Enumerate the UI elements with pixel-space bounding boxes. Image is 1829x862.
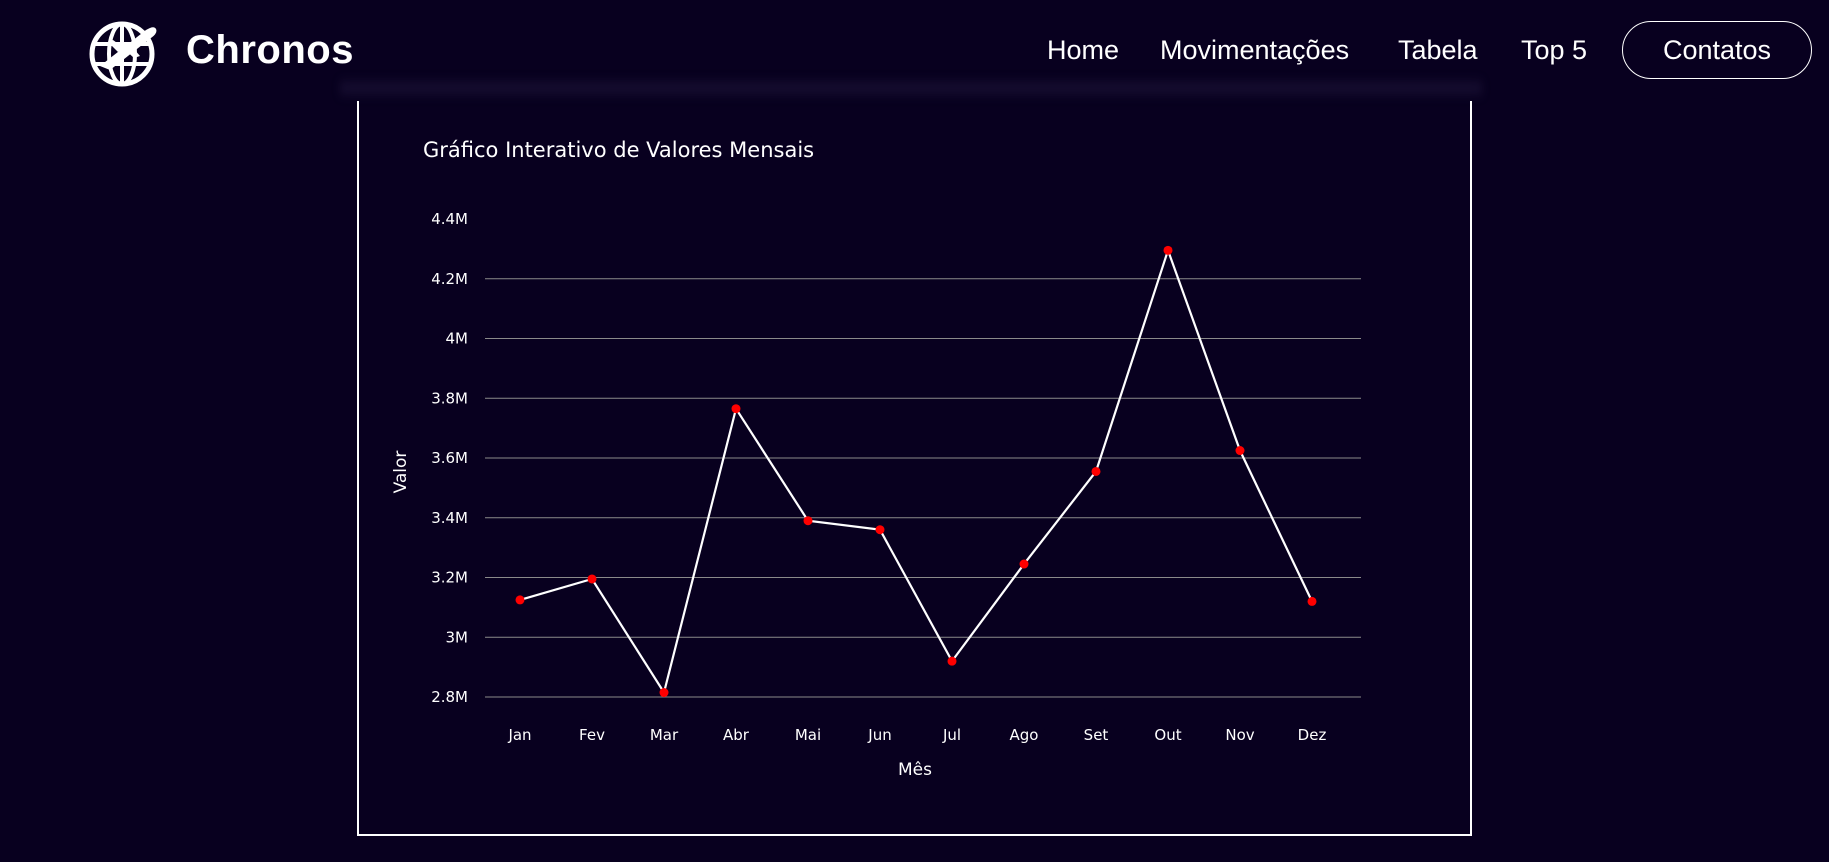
contact-button[interactable]: Contatos	[1622, 21, 1812, 79]
data-point-dez[interactable]	[1307, 596, 1317, 606]
data-point-nov[interactable]	[1235, 446, 1245, 456]
data-point-out[interactable]	[1163, 245, 1173, 255]
y-tick-label: 2.8M	[431, 688, 468, 706]
x-tick-label: Mar	[650, 726, 679, 744]
chart-title: Gráfico Interativo de Valores Mensais	[423, 138, 815, 162]
data-point-abr[interactable]	[731, 404, 741, 414]
y-tick-labels: 2.8M 3M 3.2M 3.4M 3.6M 3.8M 4M 4.2M 4.4M	[431, 210, 468, 706]
data-point-jan[interactable]	[515, 595, 525, 605]
y-tick-label: 4.4M	[431, 210, 468, 228]
data-point-mai[interactable]	[803, 516, 813, 526]
y-tick-label: 3.6M	[431, 449, 468, 467]
series-line	[519, 246, 1313, 696]
data-point-jul[interactable]	[947, 656, 957, 666]
x-tick-labels: Jan Fev Mar Abr Mai Jun Jul Ago Set Out Nov Dez	[507, 726, 1326, 744]
nav-movimentacoes[interactable]: Movimentações	[1160, 35, 1350, 65]
nav-tabela[interactable]: Tabela	[1398, 35, 1478, 65]
navbar: Chronos Home Movimentações Tabela Top 5 …	[0, 0, 1829, 102]
data-points	[515, 245, 1317, 698]
data-point-jun[interactable]	[875, 525, 885, 535]
x-axis-title: Mês	[898, 760, 932, 780]
data-point-ago[interactable]	[1019, 559, 1029, 569]
y-tick-label: 4.2M	[431, 270, 468, 288]
chart-panel	[357, 101, 1472, 836]
globe-plane-icon[interactable]	[88, 16, 160, 88]
data-point-mar[interactable]	[659, 688, 669, 698]
grid-lines	[485, 278, 1361, 698]
x-tick-label: Nov	[1225, 726, 1254, 744]
brand-name[interactable]: Chronos	[186, 28, 354, 72]
nav-top5[interactable]: Top 5	[1521, 35, 1588, 65]
y-tick-label: 3.4M	[431, 509, 468, 527]
y-tick-label: 3M	[446, 628, 469, 646]
x-tick-label: Fev	[579, 726, 605, 744]
y-tick-label: 4M	[446, 330, 469, 348]
data-point-set[interactable]	[1091, 466, 1101, 476]
x-tick-label: Out	[1154, 726, 1181, 744]
x-tick-label: Jul	[942, 726, 961, 744]
x-tick-label: Mai	[795, 726, 821, 744]
x-tick-label: Abr	[723, 726, 750, 744]
y-tick-label: 3.2M	[431, 569, 468, 587]
y-axis-title: Valor	[391, 451, 411, 494]
y-tick-label: 3.8M	[431, 389, 468, 407]
nav-home[interactable]: Home	[1047, 35, 1120, 65]
header-shadow	[340, 76, 1482, 100]
x-tick-label: Jun	[867, 726, 891, 744]
data-point-fev[interactable]	[587, 574, 597, 584]
x-tick-label: Set	[1084, 726, 1109, 744]
x-tick-label: Dez	[1298, 726, 1327, 744]
x-tick-label: Ago	[1010, 726, 1039, 744]
x-tick-label: Jan	[507, 726, 531, 744]
